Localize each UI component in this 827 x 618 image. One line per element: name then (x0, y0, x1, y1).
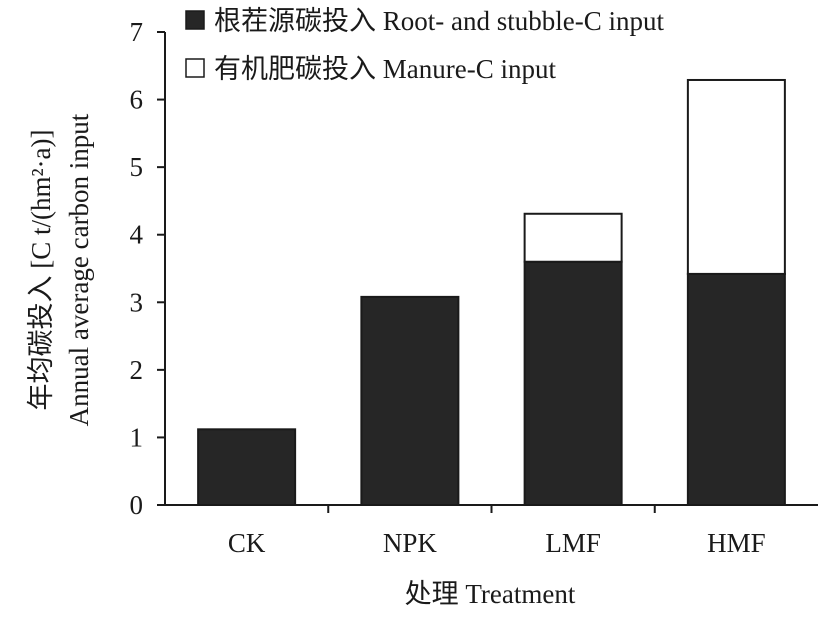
plot-area (197, 78, 786, 507)
x-tick-label: CK (228, 528, 266, 558)
bar-root-stubble-npk (360, 295, 460, 506)
legend-swatch-root-stubble (185, 10, 205, 30)
x-tick-label: HMF (707, 528, 766, 558)
x-tick-label: NPK (383, 528, 438, 558)
y-tick-label: 4 (130, 220, 144, 250)
x-axis: CK NPK LMF HMF (165, 504, 818, 558)
legend-label-root-stubble: 根茬源碳投入 Root- and stubble-C input (214, 6, 664, 36)
y-tick-label: 5 (130, 152, 144, 182)
bar-root-stubble-lmf (523, 260, 623, 506)
y-axis: 0 1 2 3 4 5 6 7 (130, 17, 166, 520)
bar-root-stubble-ck (197, 428, 297, 507)
y-tick-label: 2 (130, 355, 144, 385)
y-axis-label-cn: 年均碳投入 [C t/(hm²·a)] (26, 129, 56, 410)
bar-manure-hmf (686, 78, 786, 275)
x-tick-label: LMF (545, 528, 601, 558)
y-tick-label: 7 (130, 17, 144, 47)
bar-manure-lmf (523, 212, 623, 263)
bar-root-stubble-hmf (686, 272, 786, 506)
legend: 根茬源碳投入 Root- and stubble-C input 有机肥碳投入 … (185, 6, 664, 84)
y-tick-label: 1 (130, 422, 144, 452)
legend-swatch-manure (185, 58, 205, 78)
y-axis-label-en: Annual average carbon input (64, 113, 94, 426)
y-tick-label: 0 (130, 490, 144, 520)
x-axis-label: 处理 Treatment (405, 579, 576, 609)
y-tick-label: 3 (130, 287, 144, 317)
legend-label-manure: 有机肥碳投入 Manure-C input (214, 54, 556, 84)
y-tick-label: 6 (130, 85, 144, 115)
